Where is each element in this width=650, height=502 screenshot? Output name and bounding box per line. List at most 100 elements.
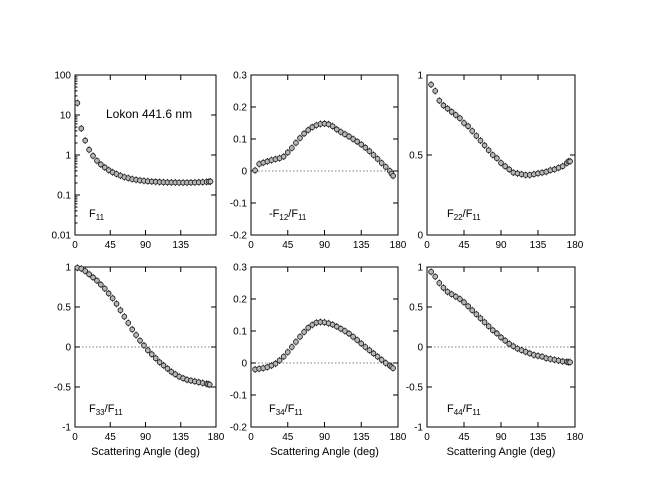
data-point [354,138,361,145]
data-point [378,356,385,363]
data-point [113,300,120,307]
data-point [440,284,447,291]
x-tick-label: 0 [248,432,254,443]
data-point [502,337,508,344]
data-point [297,135,303,141]
data-point [567,359,573,366]
data-point [567,158,573,165]
data-point [121,313,128,320]
data-point [481,142,488,149]
data-point [494,330,500,337]
y-tick-label: -0.5 [54,383,72,394]
y-tick-label: 1 [65,263,71,274]
data-point [133,332,139,338]
y-tick-label: 0.3 [233,263,247,274]
x-tick-label: 45 [458,240,470,251]
x-tick-label: 90 [495,432,507,443]
data-point [452,112,459,118]
data-point [428,81,434,88]
data-point [288,344,295,350]
x-tick-label: 0 [424,240,430,251]
data-point [448,108,455,115]
panel-label: -F12/F11 [269,208,307,222]
data-point [86,146,92,153]
data-point [465,303,471,310]
data-point [301,130,307,137]
x-tick-label: 135 [172,432,189,443]
data-point [444,288,451,295]
data-point [301,329,307,335]
data-point [156,359,163,366]
y-tick-label: 0.3 [233,71,247,82]
data-point [342,328,348,334]
data-point [125,320,132,326]
data-point [160,362,167,369]
y-tick-label: 100 [54,71,71,82]
y-tick-label: 0 [241,359,247,370]
y-tick-label: 0.5 [409,303,423,314]
data-point [473,132,480,139]
y-tick-label: 0.1 [233,135,247,146]
data-point [362,144,369,151]
data-point [461,120,467,126]
data-point [101,285,108,292]
data-point [90,153,96,159]
data-point [97,281,104,288]
data-point [432,273,439,280]
panel-label: F44/F11 [447,403,481,417]
x-tick-label: 135 [353,432,370,443]
data-point [489,327,496,334]
data-point [346,133,352,140]
y-tick-label: 1 [65,151,71,162]
x-tick-label: 45 [282,240,294,251]
x-tick-label: 45 [105,240,117,251]
data-point [129,326,136,333]
x-tick-label: 90 [319,432,331,443]
data-point [457,296,463,302]
x-tick-label: 180 [567,240,584,251]
data-point [506,166,513,173]
data-point [440,102,447,109]
data-point [469,307,476,314]
data-point [207,178,214,185]
data-point [78,125,85,132]
data-point [498,160,504,166]
data-point [374,155,381,162]
data-point [559,163,566,170]
data-point [457,115,463,122]
x-axis-label: Scattering Angle (deg) [447,446,556,458]
data-point [293,139,299,146]
data-point [382,360,389,366]
data-point [477,137,484,144]
y-tick-label: 0.2 [233,295,247,306]
data-point [489,152,496,158]
y-tick-label: -0.2 [230,231,248,242]
plot-frame [74,74,217,236]
data-point [333,126,340,133]
x-tick-label: 45 [282,432,294,443]
data-point [436,280,443,286]
data-point [444,105,451,112]
data-point [461,299,467,306]
x-tick-label: 90 [140,432,152,443]
data-point [374,353,381,360]
x-tick-label: 180 [567,432,584,443]
data-point [358,141,365,148]
x-tick-label: 0 [72,432,78,443]
data-point [378,160,385,166]
x-axis-label: Scattering Angle (deg) [91,446,200,458]
data-point [502,163,508,170]
data-point [366,347,373,354]
x-tick-label: 0 [424,432,430,443]
y-tick-label: -1 [414,423,423,434]
x-axis-label: Scattering Angle (deg) [270,446,379,458]
x-tick-label: 180 [208,432,225,443]
x-tick-label: 0 [248,240,254,251]
y-tick-label: -0.2 [230,423,248,434]
y-tick-label: 0.5 [409,151,423,162]
x-tick-label: 90 [495,240,507,251]
data-point [152,355,159,362]
data-point [86,271,92,278]
data-point [276,357,283,364]
x-tick-label: 180 [390,240,407,251]
